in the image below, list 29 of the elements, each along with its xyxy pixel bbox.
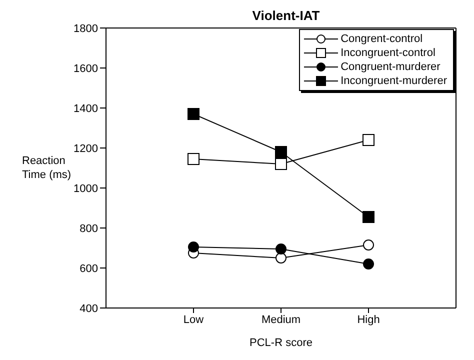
x-tick-label: Low	[183, 314, 204, 326]
point	[275, 158, 287, 170]
point	[363, 240, 374, 250]
y-axis-title: Reaction Time (ms)	[22, 154, 72, 182]
legend-label: Incongruent-control	[340, 47, 436, 59]
x-tick-label: High	[357, 314, 380, 326]
point	[363, 258, 374, 270]
x-tick-label: Medium	[261, 314, 301, 326]
y-tick-label: 1400	[74, 102, 98, 115]
point	[362, 211, 374, 223]
y-tick-label: 1600	[74, 62, 98, 75]
legend-label: Incongruent-murderer	[340, 75, 447, 87]
y-tick-label: 1800	[74, 22, 98, 35]
point	[188, 108, 200, 120]
legend-label: Congrent-control	[340, 33, 423, 45]
legend-label: Congruent-murderer	[340, 61, 440, 73]
y-tick-label: 600	[80, 262, 98, 275]
y-tick-label: 1200	[74, 142, 98, 155]
point	[362, 134, 374, 146]
chart-title: Violent-IAT	[251, 8, 321, 23]
point	[276, 252, 286, 264]
point	[276, 244, 286, 254]
point	[188, 153, 200, 165]
y-tick-label: 800	[80, 222, 98, 235]
point	[275, 146, 287, 158]
y-tick-label: 400	[80, 302, 98, 315]
x-axis-title: PCL-R score	[250, 337, 312, 349]
y-tick-label: 1000	[74, 182, 98, 195]
point	[188, 242, 199, 252]
